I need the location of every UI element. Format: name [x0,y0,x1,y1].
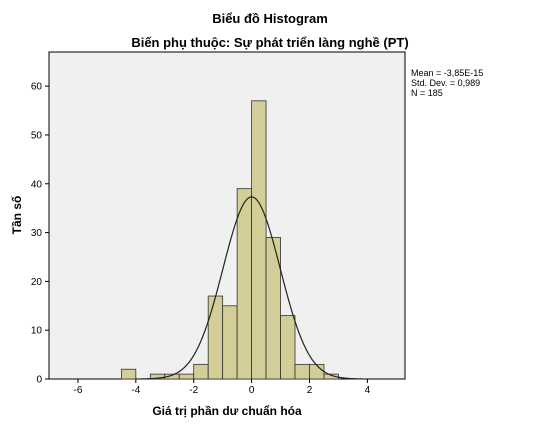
y-tick-label: 30 [31,228,43,239]
histogram-bar [120,368,137,380]
y-tick-label: 0 [36,375,42,386]
x-axis-label: Giá trị phần dư chuẩn hóa [152,404,302,418]
histogram-bar [280,315,296,380]
histogram-bars [120,100,339,380]
x-tick-label: -6 [73,385,82,396]
histogram-bar [193,363,209,380]
histogram-bar [265,237,281,380]
y-tick-label: 10 [31,326,43,337]
histogram-bar [222,305,238,380]
y-tick-label: 50 [31,130,43,141]
histogram-bar [309,363,325,380]
stats-legend: Mean = -3,85E-15 Std. Dev. = 0,989 N = 1… [411,68,483,98]
x-tick-label: 4 [365,385,371,396]
y-axis-label: Tần số [10,196,24,235]
normal-curve [141,196,362,380]
x-tick-label: -2 [189,385,198,396]
y-axis-ticks: 0 10 20 30 40 50 60 [31,82,49,386]
histogram-bar [294,363,310,380]
stats-sd: Std. Dev. = 0,989 [411,78,480,88]
chart-title: Biểu đồ Histogram [212,11,328,26]
histogram-bar [207,295,224,380]
chart-subtitle: Biến phụ thuộc: Sự phát triển làng nghề … [131,35,408,50]
x-tick-label: 0 [249,385,255,396]
histogram-bar [236,188,253,380]
histogram-bar [178,373,195,380]
y-tick-label: 20 [31,277,43,288]
histogram-bar [251,100,267,380]
x-tick-label: -4 [131,385,140,396]
x-axis-ticks: -6 -4 -2 0 2 4 [73,379,371,396]
y-tick-label: 40 [31,179,43,190]
stats-mean: Mean = -3,85E-15 [411,68,483,78]
stats-n: N = 185 [411,88,443,98]
x-tick-label: 2 [307,385,313,396]
y-tick-label: 60 [31,82,43,93]
